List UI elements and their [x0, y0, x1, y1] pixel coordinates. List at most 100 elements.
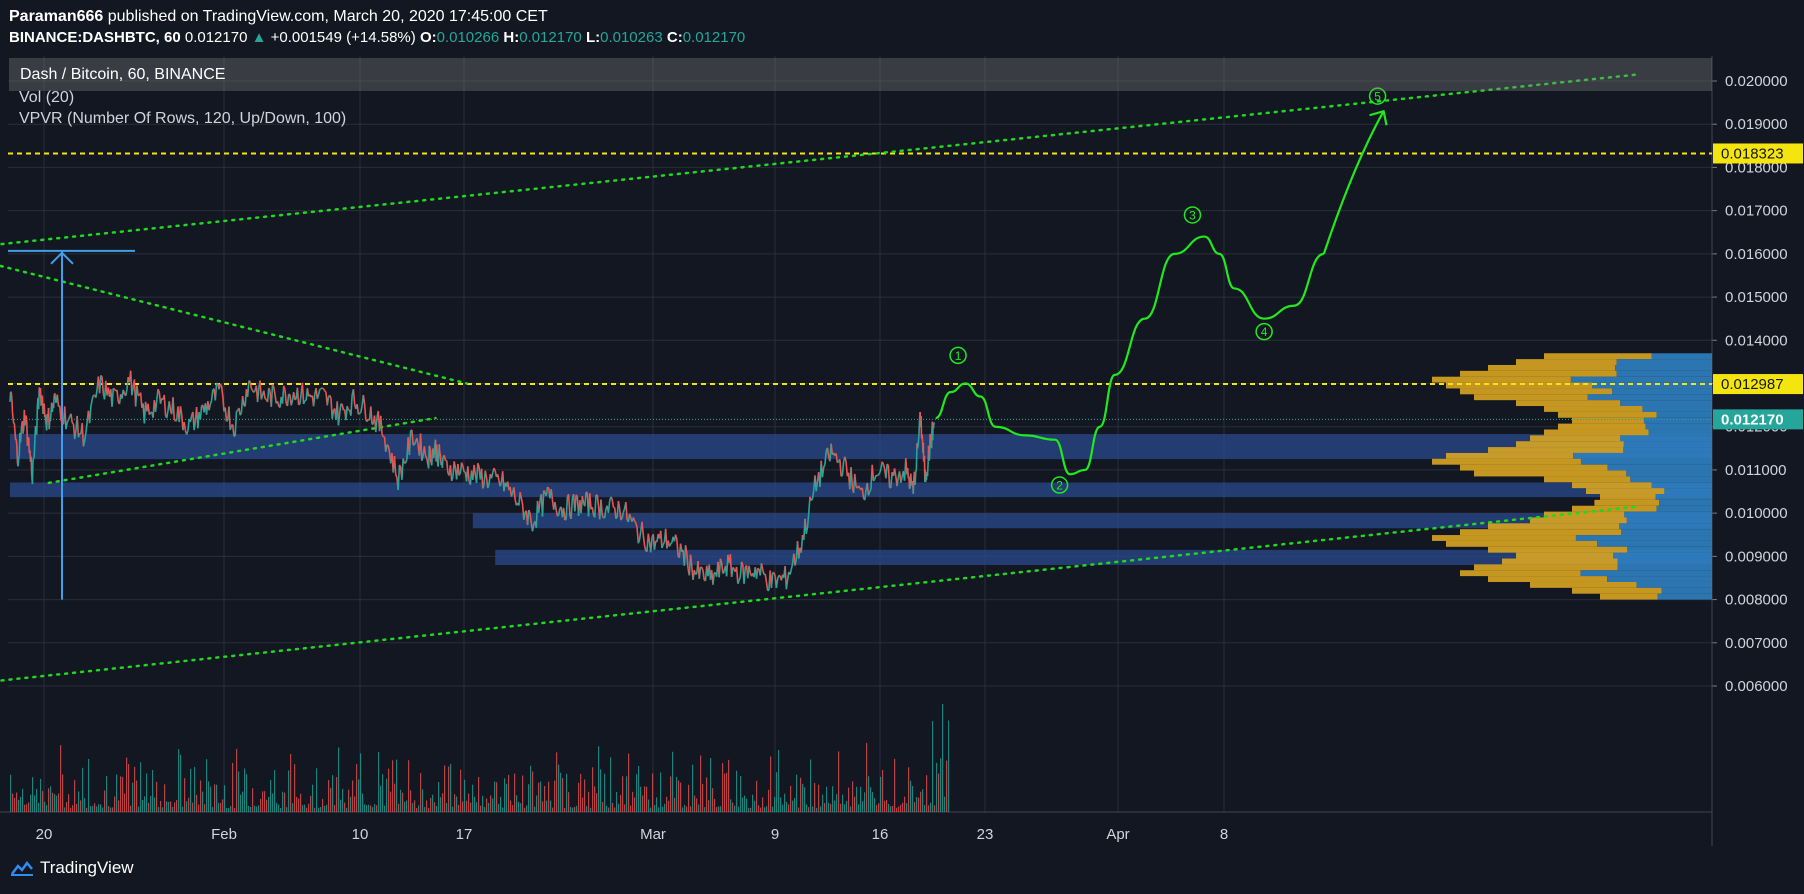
price-segment [337, 412, 341, 426]
price-segment [13, 423, 16, 432]
price-segment [689, 554, 693, 567]
volume-bar [12, 793, 14, 812]
volume-bar [496, 782, 498, 812]
volume-bar [726, 772, 728, 812]
vpvr-bar-up [1572, 587, 1662, 594]
price-segment [263, 390, 266, 399]
volume-bar [276, 802, 278, 812]
price-segment [24, 419, 27, 426]
vpvr-bar-up [1600, 593, 1658, 600]
volume-bar [146, 773, 148, 812]
price-segment [557, 508, 561, 516]
volume-bar [834, 800, 836, 812]
vpvr-bar-up [1572, 505, 1657, 512]
price-segment [187, 419, 190, 431]
tradingview-logo[interactable]: TradingView [10, 858, 134, 878]
price-segment [91, 394, 95, 401]
volume-bar [144, 796, 146, 812]
price-segment [421, 455, 424, 461]
vpvr-bar-down [1597, 540, 1712, 547]
price-segment [841, 461, 845, 476]
price-segment [306, 388, 310, 397]
low-label: L: [585, 29, 601, 46]
volume-bar [78, 791, 80, 812]
wave-label: 4 [1261, 325, 1268, 339]
y-tick-label: 0.020000 [1725, 73, 1788, 90]
volume-bar [20, 796, 22, 812]
price-segment [807, 496, 811, 514]
vpvr-bar-up [1558, 423, 1646, 430]
price-segment [326, 396, 330, 406]
price-chart[interactable]: 0.020000 0.019000 0.018000 0.017000 0.016000… [0, 56, 1804, 846]
price-segment [260, 394, 264, 400]
volume-bar [630, 805, 632, 812]
volume-bar [488, 802, 490, 812]
legend-volume[interactable]: Vol (20) [19, 89, 75, 106]
volume-bar [874, 798, 876, 812]
price-segment [912, 477, 915, 495]
legend-vpvr[interactable]: VPVR (Number Of Rows, 120, Up/Down, 100) [19, 110, 347, 127]
price-segment [317, 389, 321, 395]
volume-bar [434, 802, 436, 812]
volume-bar [654, 805, 656, 812]
author-name[interactable]: Paraman666 [9, 8, 104, 25]
volume-bar [436, 805, 438, 812]
price-segment [659, 530, 663, 549]
price-segment [416, 437, 419, 446]
volume-bar [122, 776, 124, 812]
wave-label: 1 [955, 349, 962, 363]
price-segment [404, 459, 408, 464]
price-segment [52, 395, 55, 409]
volume-bar [150, 795, 152, 812]
volume-bar [290, 753, 292, 812]
legend-bar: Dash / Bitcoin, 60, BINANCE [9, 58, 1712, 91]
open-label: O: [419, 29, 437, 46]
legend-main[interactable]: Dash / Bitcoin, 60, BINANCE [20, 66, 226, 83]
price-segment [718, 558, 722, 578]
price-segment [168, 401, 172, 411]
volume-bar [556, 752, 558, 812]
price-segment [83, 432, 87, 442]
volume-bar [278, 804, 280, 812]
price-segment [529, 513, 533, 524]
vpvr-bar-down [1621, 529, 1712, 536]
volume-bar [716, 807, 718, 812]
price-label: 0.018323 [1721, 145, 1784, 162]
price-segment [520, 497, 524, 505]
price-segment [428, 445, 431, 448]
volume-bar [732, 802, 734, 812]
volume-bar [478, 776, 480, 812]
price-segment [806, 513, 810, 528]
volume-bar [128, 763, 130, 812]
volume-bar [688, 784, 690, 812]
price-segment [641, 521, 645, 536]
price-segment [765, 582, 769, 591]
y-tick-label: 0.016000 [1725, 246, 1788, 263]
price-segment [730, 567, 734, 578]
volume-bar [182, 806, 184, 812]
price-segment [426, 457, 429, 466]
volume-bar [258, 805, 260, 812]
vpvr-bar-down [1623, 441, 1712, 448]
price-segment [301, 382, 305, 405]
volume-bar [798, 807, 800, 812]
y-tick-label: 0.007000 [1725, 635, 1788, 652]
volume-bar [296, 796, 298, 812]
vpvr-bar-down [1616, 370, 1712, 377]
price-segment [653, 541, 657, 550]
volume-bar [228, 807, 230, 812]
volume-bar [810, 759, 812, 812]
volume-bar [690, 806, 692, 812]
price-segment [101, 377, 105, 394]
price-segment [773, 572, 776, 577]
trendline [47, 416, 437, 485]
volume-bar [830, 804, 832, 812]
price-segment [916, 443, 920, 449]
price-segment [82, 441, 86, 447]
price-segment [270, 384, 274, 407]
volume-bar [346, 807, 348, 812]
price-segment [100, 374, 103, 378]
vpvr-bar-down [1645, 423, 1712, 430]
price-segment [845, 461, 849, 477]
price-segment [698, 566, 702, 580]
